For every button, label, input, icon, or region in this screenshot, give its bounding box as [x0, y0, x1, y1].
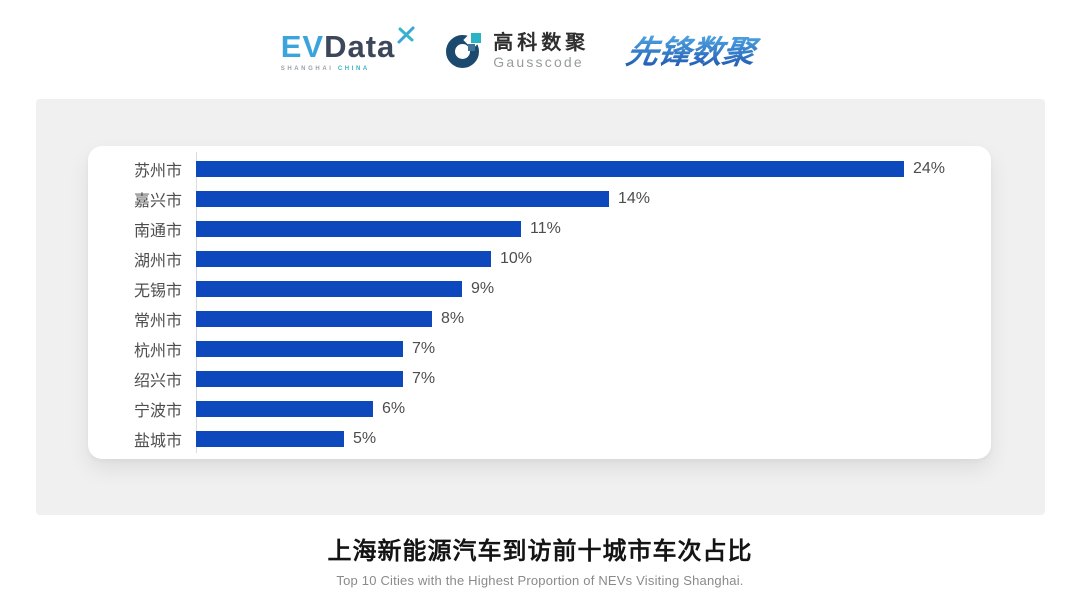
bar-track: 8% — [196, 310, 464, 328]
xianfeng-wordmark-text: 先锋数聚 — [624, 34, 763, 70]
bar-row: 湖州市 10% — [88, 244, 991, 274]
chart-subtitle: Top 10 Cities with the Highest Proportio… — [336, 573, 744, 588]
bar-row: 南通市 11% — [88, 214, 991, 244]
bar-track: 7% — [196, 340, 435, 358]
bar-rows: 苏州市 24% 嘉兴市 14% 南通市 11% 湖州市 10% 无锡市 9% 常州市 8% 杭州市 7% 绍… — [88, 154, 991, 454]
gausscode-name-cn: 高科数聚 — [493, 31, 590, 54]
evdata-tagline-left: SHANGHAI — [280, 65, 334, 72]
evdata-logo: EV Data SHANGHAI CHINA — [280, 26, 417, 72]
bar-row: 嘉兴市 14% — [88, 184, 991, 214]
bar-row: 绍兴市 7% — [88, 364, 991, 394]
evdata-wordmark: EV Data — [280, 26, 417, 64]
gausscode-logo: 高科数聚 Gausscode — [446, 25, 590, 70]
bar-row: 常州市 8% — [88, 304, 991, 334]
bar-row: 盐城市 5% — [88, 424, 991, 454]
bar — [196, 191, 609, 207]
bar — [196, 221, 521, 237]
category-label: 盐城市 — [133, 433, 182, 450]
bar-track: 7% — [196, 370, 435, 388]
bar-track: 24% — [196, 160, 945, 178]
value-label: 7% — [412, 370, 436, 387]
value-label: 5% — [353, 430, 377, 447]
evdata-tagline: SHANGHAI CHINA — [281, 66, 417, 72]
bar — [196, 281, 462, 297]
category-label: 苏州市 — [133, 163, 182, 180]
bar — [196, 401, 373, 417]
header: EV Data SHANGHAI CHINA 高科数聚 Gausscode — [0, 22, 1080, 80]
category-label: 绍兴市 — [133, 373, 182, 390]
bar — [196, 161, 904, 177]
evdata-data-text: Data — [324, 28, 396, 64]
bar-row: 杭州市 7% — [88, 334, 991, 364]
bar-track: 11% — [196, 220, 561, 238]
bar-track: 6% — [196, 400, 405, 418]
value-label: 6% — [382, 400, 406, 417]
gausscode-g-icon — [446, 25, 487, 70]
category-label: 湖州市 — [133, 253, 182, 270]
bar — [196, 251, 491, 267]
bar-track: 9% — [196, 280, 494, 298]
gausscode-name-en: Gausscode — [493, 53, 584, 70]
value-label: 8% — [441, 310, 465, 327]
category-label: 无锡市 — [133, 283, 182, 300]
xianfeng-logo: 先锋数聚 — [619, 28, 799, 74]
value-label: 11% — [530, 220, 561, 237]
bar-track: 14% — [196, 190, 650, 208]
category-label: 南通市 — [133, 223, 182, 240]
value-label: 10% — [500, 250, 533, 267]
footer: 上海新能源汽车到访前十城市车次占比 Top 10 Cities with the… — [0, 531, 1080, 588]
category-label: 常州市 — [133, 313, 182, 330]
category-label: 嘉兴市 — [133, 193, 182, 210]
evdata-ev-text: EV — [280, 28, 325, 64]
bar-row: 苏州市 24% — [88, 154, 991, 184]
value-label: 9% — [471, 280, 495, 297]
bar-track: 10% — [196, 250, 532, 268]
bar — [196, 371, 403, 387]
value-label: 14% — [618, 190, 651, 207]
y-axis-line — [196, 152, 197, 453]
value-label: 24% — [913, 160, 946, 177]
chart-card: 苏州市 24% 嘉兴市 14% 南通市 11% 湖州市 10% 无锡市 9% 常州市 8% 杭州市 7% 绍… — [88, 146, 991, 459]
bar — [196, 311, 432, 327]
bar — [196, 431, 344, 447]
spark-icon — [397, 26, 415, 43]
bar-row: 无锡市 9% — [88, 274, 991, 304]
category-label: 杭州市 — [133, 343, 182, 360]
bar-row: 宁波市 6% — [88, 394, 991, 424]
bar — [196, 341, 403, 357]
chart-title: 上海新能源汽车到访前十城市车次占比 — [327, 538, 753, 565]
value-label: 7% — [412, 340, 436, 357]
category-label: 宁波市 — [133, 403, 182, 420]
bar-track: 5% — [196, 430, 376, 448]
evdata-tagline-right: CHINA — [337, 65, 370, 72]
